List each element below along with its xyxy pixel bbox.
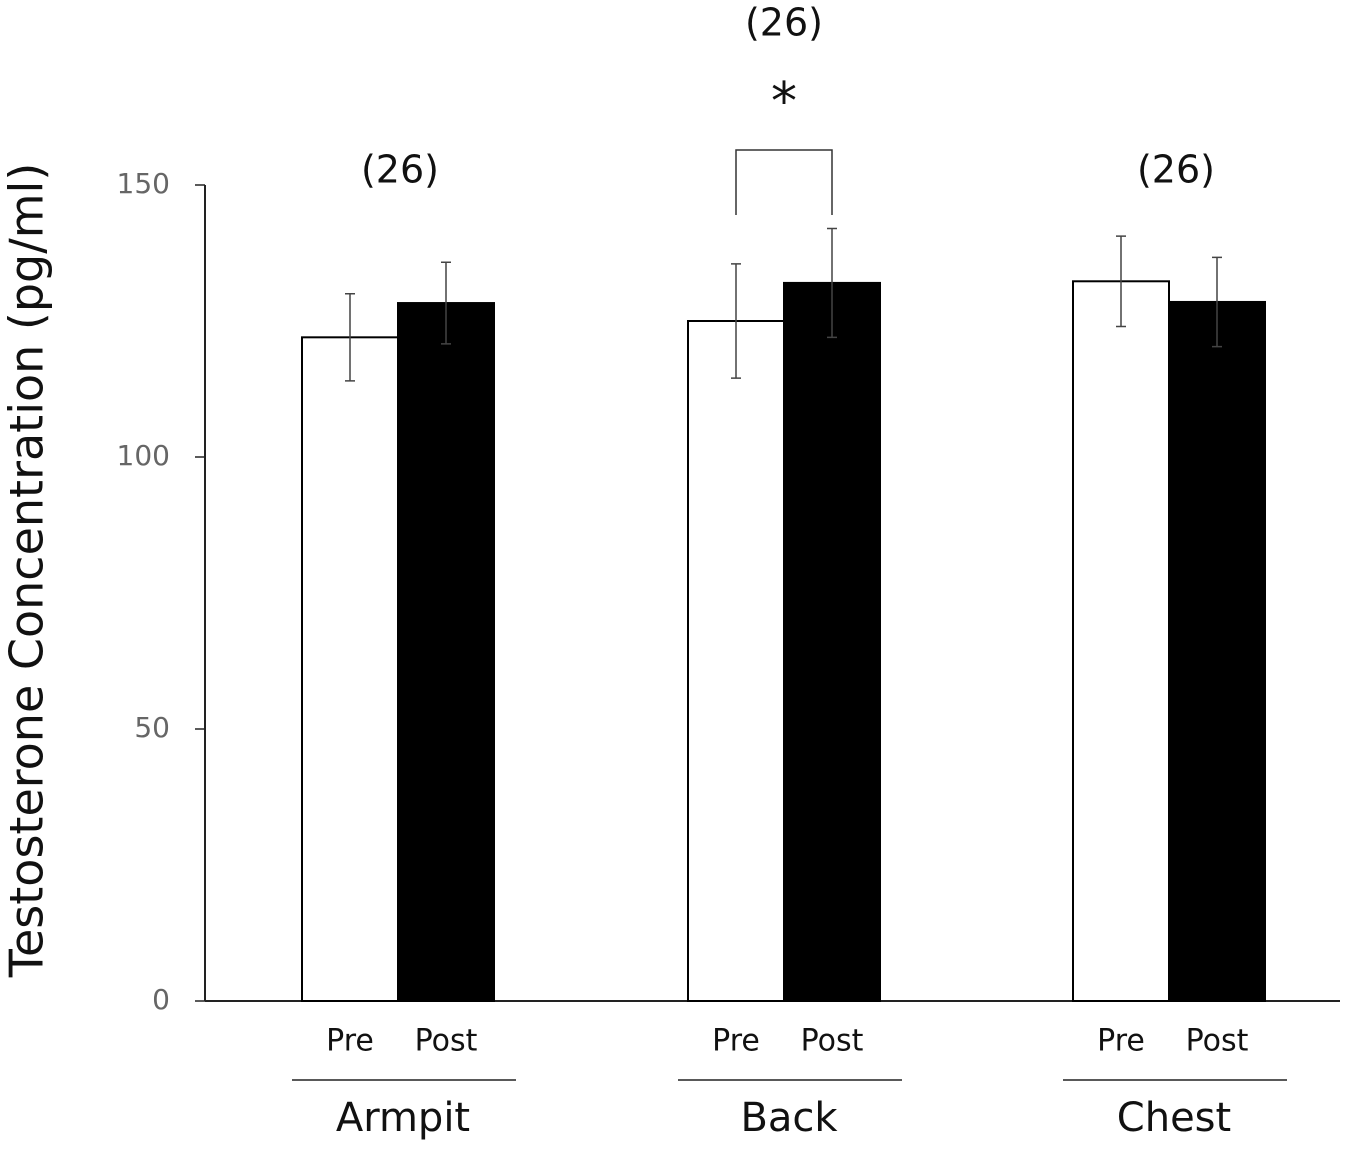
y-tick-label: 50 [134, 711, 170, 744]
error-bar [345, 293, 355, 382]
y-tick-label: 150 [117, 167, 170, 200]
series-label: Post [1186, 1024, 1249, 1059]
error-bar [441, 261, 451, 345]
series-label: Pre [712, 1024, 760, 1059]
series-label: Pre [1097, 1024, 1145, 1059]
x-tick-label: Chest [1117, 1095, 1231, 1141]
y-tick-label: 100 [117, 439, 170, 472]
series-label: Post [415, 1024, 478, 1059]
y-axis-label: Testosterone Concentration (pg/ml) [0, 163, 54, 979]
series-label: Pre [326, 1024, 374, 1059]
bar [397, 302, 495, 1003]
y-tick-label: 0 [152, 983, 170, 1016]
bar [783, 281, 881, 1003]
annotation: (26) [1137, 148, 1215, 192]
error-bar [1116, 235, 1126, 328]
error-bar [1212, 256, 1222, 348]
annotation: (26) [361, 148, 439, 192]
error-bar [827, 227, 837, 339]
significance-bracket [735, 149, 833, 215]
x-tick-label: Armpit [336, 1095, 470, 1141]
bar [687, 320, 785, 1002]
annotation: * [771, 72, 797, 132]
bar [301, 336, 399, 1002]
series-label: Post [801, 1024, 864, 1059]
bar [1072, 280, 1170, 1002]
x-tick-label: Back [740, 1095, 838, 1141]
bar [1168, 300, 1266, 1002]
error-bar [731, 263, 741, 379]
annotation: (26) [745, 1, 823, 45]
